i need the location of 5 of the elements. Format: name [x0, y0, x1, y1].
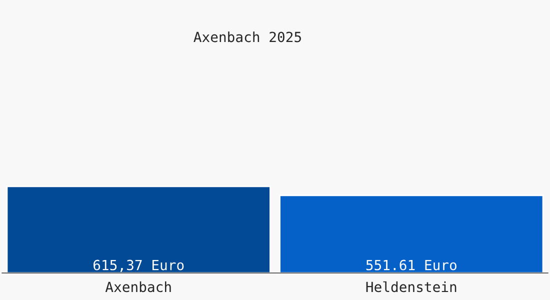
data-label: 615,37 Euro [94, 260, 184, 272]
x-tick-label: Heldenstein [366, 281, 456, 292]
data-label: 551.61 Euro [366, 260, 456, 270]
x-tick-label: Axenbach [105, 281, 171, 292]
text: Axenbach 2025 [194, 31, 301, 42]
